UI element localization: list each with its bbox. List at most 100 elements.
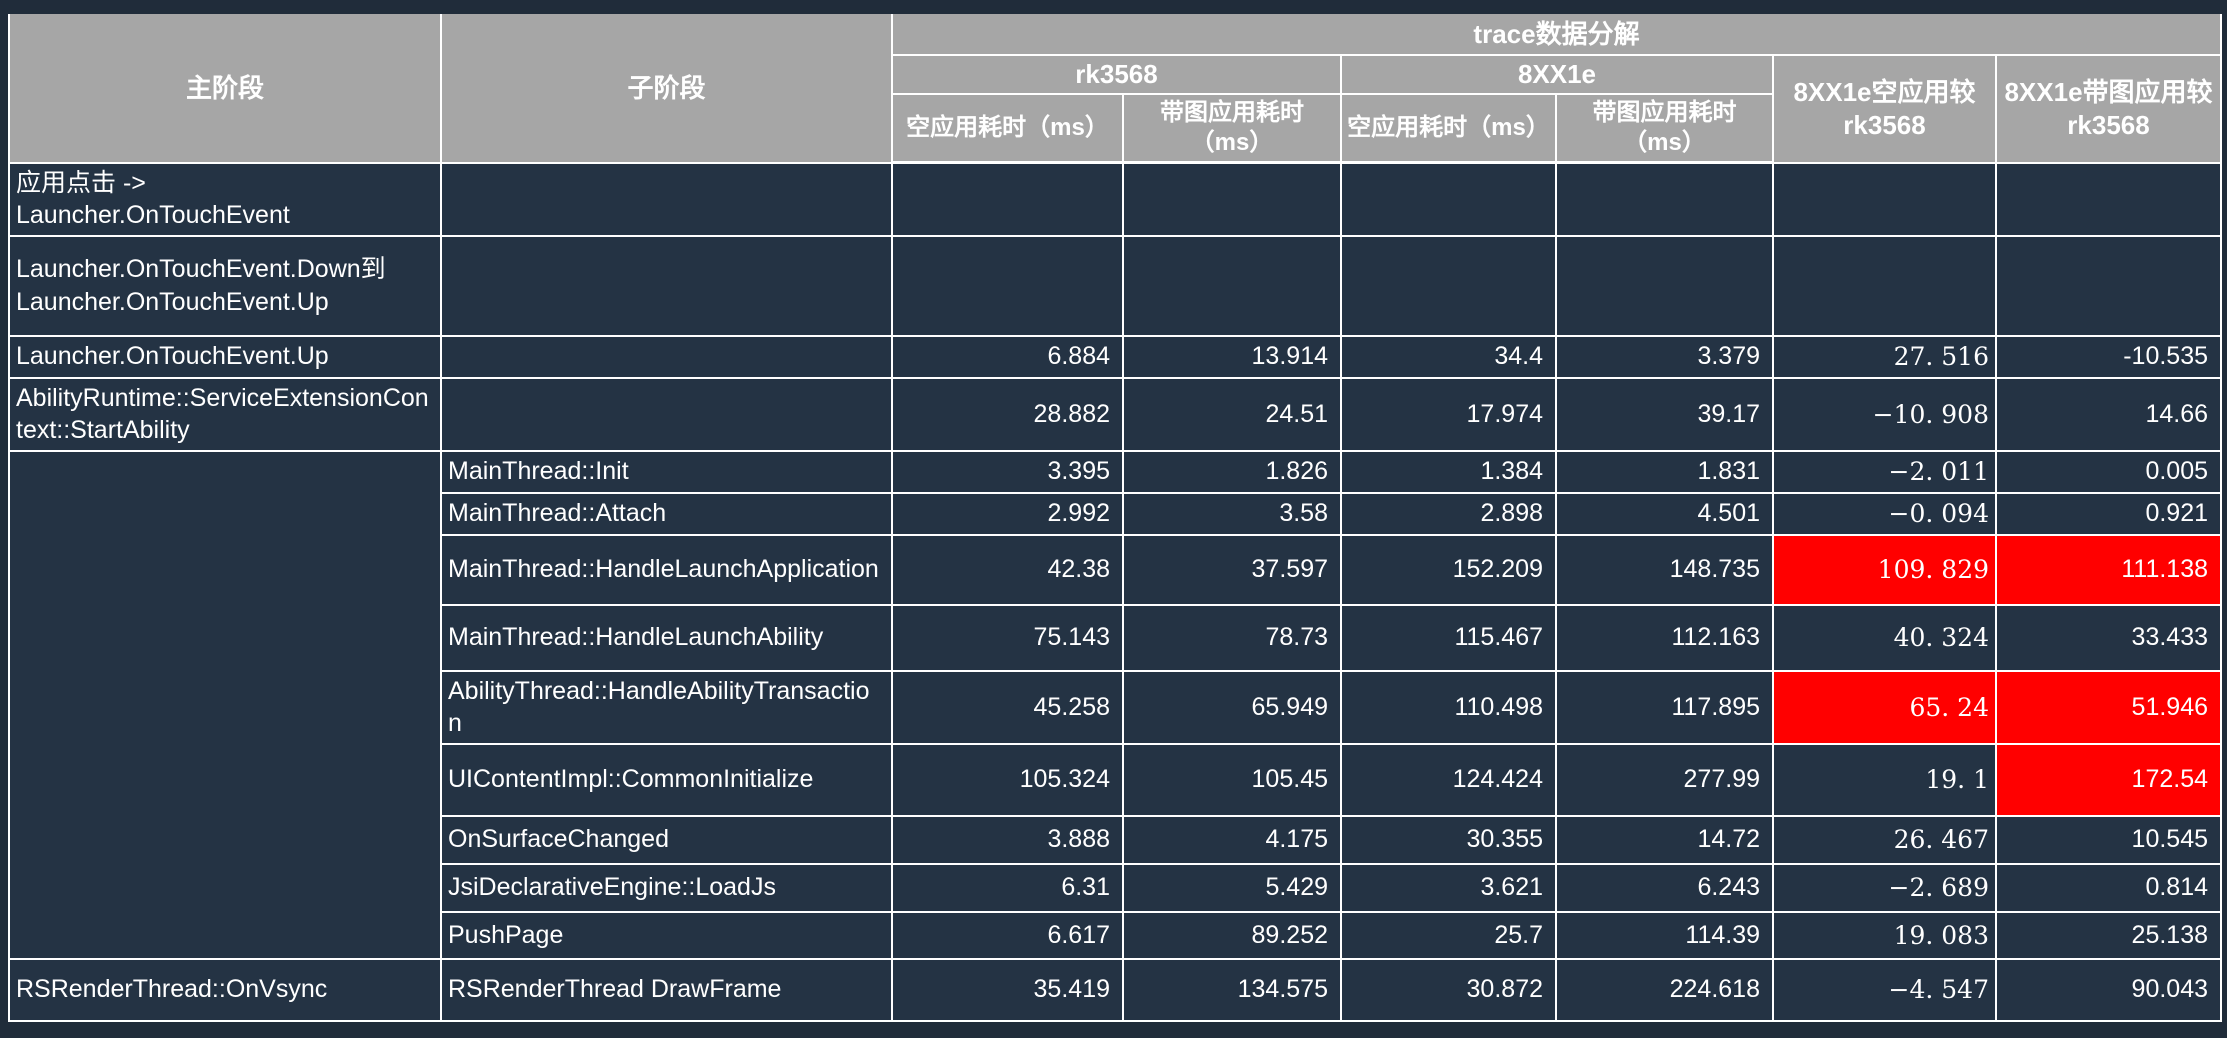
cell-value-highlighted: 109. 829: [1772, 533, 1997, 606]
cell-value: 24.51: [1122, 376, 1342, 452]
cell-value: 124.424: [1340, 742, 1557, 817]
cell-value: 0.921: [1994, 491, 2223, 536]
cell-value: 148.735: [1555, 533, 1774, 606]
cell-value-highlighted: 65. 24: [1772, 669, 1997, 745]
cell-value: −4. 547: [1772, 957, 1997, 1022]
cell-value: 14.66: [1994, 376, 2223, 452]
cell-value: 10.545: [1994, 814, 2223, 865]
cell-value: 3.888: [891, 814, 1124, 865]
cell-value: 90.043: [1994, 957, 2223, 1022]
cell-value: [1994, 161, 2223, 237]
table-row: Launcher.OnTouchEvent.Up 6.884 13.914 34…: [8, 334, 2223, 379]
table-row: RSRenderThread::OnVsync RSRenderThread D…: [8, 957, 2223, 1022]
table-row: AbilityRuntime::ServiceExtensionContext:…: [8, 376, 2223, 452]
cell-sub-stage: AbilityThread::HandleAbilityTransaction: [440, 669, 893, 745]
cell-value: 112.163: [1555, 603, 1774, 672]
cell-value: 30.355: [1340, 814, 1557, 865]
cell-value: 14.72: [1555, 814, 1774, 865]
trace-table-wrapper: 主阶段 子阶段 trace数据分解 rk3568 8XX1e 8XX1e空应用较…: [8, 14, 2223, 1022]
cell-value: 5.429: [1122, 862, 1342, 913]
cell-sub-stage: MainThread::HandleLaunchApplication: [440, 533, 893, 606]
cell-sub-stage: RSRenderThread DrawFrame: [440, 957, 893, 1022]
cell-main-stage-merged: [8, 449, 442, 960]
cell-value: −2. 011: [1772, 449, 1997, 494]
cell-value: 78.73: [1122, 603, 1342, 672]
header-main-stage: 主阶段: [8, 14, 442, 164]
table-row: MainThread::HandleLaunchAbility 75.143 7…: [9, 603, 2223, 672]
cell-main-stage: RSRenderThread::OnVsync: [8, 957, 442, 1022]
cell-value: [1122, 161, 1342, 237]
table-header: 主阶段 子阶段 trace数据分解 rk3568 8XX1e 8XX1e空应用较…: [8, 14, 2223, 164]
cell-sub-stage: MainThread::Init: [440, 449, 893, 494]
cell-value: 115.467: [1340, 603, 1557, 672]
cell-value: 65.949: [1122, 669, 1342, 745]
cell-value: 110.498: [1340, 669, 1557, 745]
cell-value: 2.992: [891, 491, 1124, 536]
cell-value: [1340, 234, 1557, 337]
cell-value: 1.384: [1340, 449, 1557, 494]
table-row: OnSurfaceChanged 3.888 4.175 30.355 14.7…: [9, 814, 2223, 865]
table-row: PushPage 6.617 89.252 25.7 114.39 19. 08…: [9, 910, 2223, 960]
cell-main-stage: 应用点击 -> Launcher.OnTouchEvent: [8, 161, 442, 237]
table-row: JsiDeclarativeEngine::LoadJs 6.31 5.429 …: [9, 862, 2223, 913]
cell-main-stage: Launcher.OnTouchEvent.Up: [8, 334, 442, 379]
header-group-8xx1e: 8XX1e: [1340, 54, 1774, 95]
cell-value: 114.39: [1555, 910, 1774, 960]
cell-value: 13.914: [1122, 334, 1342, 379]
header-compare-image-app: 8XX1e带图应用较rk3568: [1994, 54, 2223, 164]
table-row: Launcher.OnTouchEvent.Down到 Launcher.OnT…: [8, 234, 2223, 337]
header-8xx1e-image-app: 带图应用耗时（ms）: [1555, 92, 1774, 164]
cell-value: 37.597: [1122, 533, 1342, 606]
table-body: 应用点击 -> Launcher.OnTouchEvent Launcher.O…: [8, 161, 2223, 1022]
cell-value: 3.395: [891, 449, 1124, 494]
cell-value: 105.45: [1122, 742, 1342, 817]
cell-value: 17.974: [1340, 376, 1557, 452]
cell-value: 30.872: [1340, 957, 1557, 1022]
table-row: AbilityThread::HandleAbilityTransaction …: [9, 669, 2223, 745]
cell-value: 1.826: [1122, 449, 1342, 494]
cell-sub-stage: [440, 334, 893, 379]
header-sub-stage: 子阶段: [440, 14, 893, 164]
cell-value: 25.138: [1994, 910, 2223, 960]
cell-value: 26. 467: [1772, 814, 1997, 865]
cell-value: 277.99: [1555, 742, 1774, 817]
cell-value: 117.895: [1555, 669, 1774, 745]
cell-value: 4.175: [1122, 814, 1342, 865]
cell-value: 152.209: [1340, 533, 1557, 606]
header-trace-title: trace数据分解: [890, 14, 2223, 56]
cell-value: 35.419: [891, 957, 1124, 1022]
cell-value: 45.258: [891, 669, 1124, 745]
cell-value: 34.4: [1340, 334, 1557, 379]
cell-value: −0. 094: [1772, 491, 1997, 536]
cell-value: [1994, 234, 2223, 337]
cell-value-highlighted: 111.138: [1994, 533, 2223, 606]
cell-value: [891, 234, 1124, 337]
cell-value: 105.324: [891, 742, 1124, 817]
cell-sub-stage: MainThread::Attach: [440, 491, 893, 536]
table-row: MainThread::Init 3.395 1.826 1.384 1.831…: [8, 449, 2223, 960]
cell-value: 134.575: [1122, 957, 1342, 1022]
cell-value: 19. 1: [1772, 742, 1997, 817]
cell-value: 3.379: [1555, 334, 1774, 379]
header-compare-empty-app: 8XX1e空应用较rk3568: [1772, 54, 1997, 164]
cell-sub-stage: [440, 376, 893, 452]
cell-value: [1555, 234, 1774, 337]
table-row: MainThread::HandleLaunchApplication 42.3…: [9, 533, 2223, 606]
cell-value: 3.58: [1122, 491, 1342, 536]
cell-value: 1.831: [1555, 449, 1774, 494]
cell-value: 33.433: [1994, 603, 2223, 672]
cell-sub-stage: JsiDeclarativeEngine::LoadJs: [440, 862, 893, 913]
cell-value: 6.31: [891, 862, 1124, 913]
cell-value: 75.143: [891, 603, 1124, 672]
cell-value: 42.38: [891, 533, 1124, 606]
header-8xx1e-empty-app: 空应用耗时（ms）: [1340, 92, 1557, 164]
cell-value: [1772, 161, 1997, 237]
cell-value: 89.252: [1122, 910, 1342, 960]
cell-value: 19. 083: [1772, 910, 1997, 960]
cell-value: 39.17: [1555, 376, 1774, 452]
header-row-groups: rk3568 8XX1e 8XX1e空应用较rk3568 8XX1e带图应用较r…: [9, 54, 2223, 164]
table-row: 应用点击 -> Launcher.OnTouchEvent: [8, 161, 2223, 237]
cell-value: 28.882: [891, 376, 1124, 452]
cell-value: 6.617: [891, 910, 1124, 960]
